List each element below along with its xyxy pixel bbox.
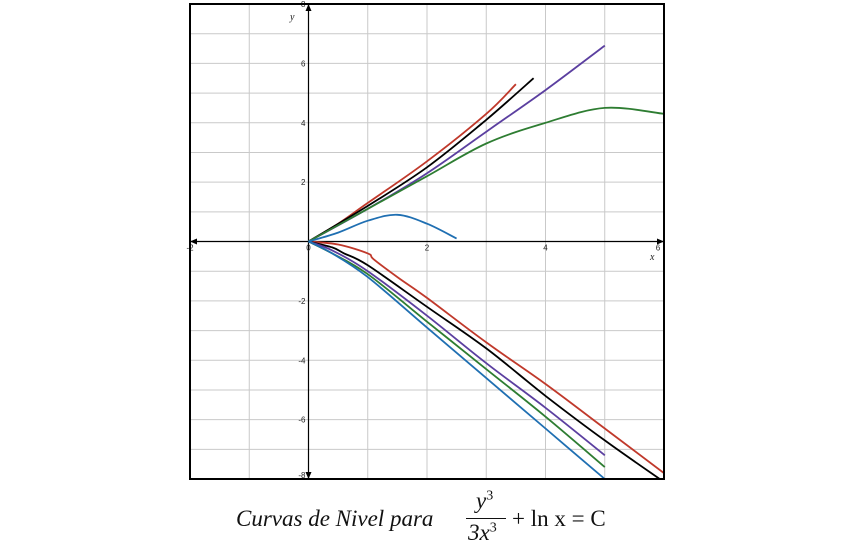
y-tick-label: -2 bbox=[298, 297, 306, 306]
y-axis-arrow-up bbox=[305, 4, 312, 11]
caption-rest: + ln x = C bbox=[512, 506, 606, 531]
caption-label: Curvas de Nivel para bbox=[236, 506, 434, 531]
y-tick-label: 2 bbox=[301, 178, 306, 187]
caption-fraction-bar bbox=[466, 518, 506, 519]
level-curve-upper-4 bbox=[308, 106, 664, 243]
y-tick-label: 4 bbox=[301, 119, 306, 128]
chart-caption: Curvas de Nivel para y3 3x3 + ln x = C bbox=[0, 486, 850, 546]
curves bbox=[308, 44, 664, 479]
x-axis-label: x bbox=[649, 252, 655, 263]
level-curve-upper-5 bbox=[308, 213, 457, 243]
y-tick-label: -6 bbox=[298, 416, 306, 425]
x-tick-label: 4 bbox=[543, 244, 548, 253]
y-tick-label: 6 bbox=[301, 59, 306, 68]
plot-frame bbox=[189, 3, 665, 480]
level-curve-lower-5 bbox=[308, 240, 606, 479]
level-curve-lower-3 bbox=[308, 240, 606, 457]
level-curve-lower-1 bbox=[308, 240, 664, 474]
caption-numerator: y3 bbox=[476, 488, 494, 513]
level-curve-upper-2 bbox=[308, 77, 535, 243]
x-tick-label: 6 bbox=[656, 244, 661, 253]
x-axis-arrow-right bbox=[657, 238, 664, 245]
x-tick-label: 0 bbox=[306, 244, 311, 253]
x-tick-label: 2 bbox=[425, 244, 430, 253]
y-tick-label: -4 bbox=[298, 356, 306, 365]
y-tick-label: -8 bbox=[298, 471, 306, 480]
x-axis-arrow-left bbox=[190, 238, 197, 245]
y-axis-arrow-down bbox=[305, 472, 312, 479]
caption-denominator: 3x3 bbox=[468, 520, 497, 545]
y-axis-label: y bbox=[289, 12, 295, 23]
level-curve-lower-4 bbox=[308, 240, 606, 468]
level-curve-lower-2 bbox=[308, 240, 662, 479]
